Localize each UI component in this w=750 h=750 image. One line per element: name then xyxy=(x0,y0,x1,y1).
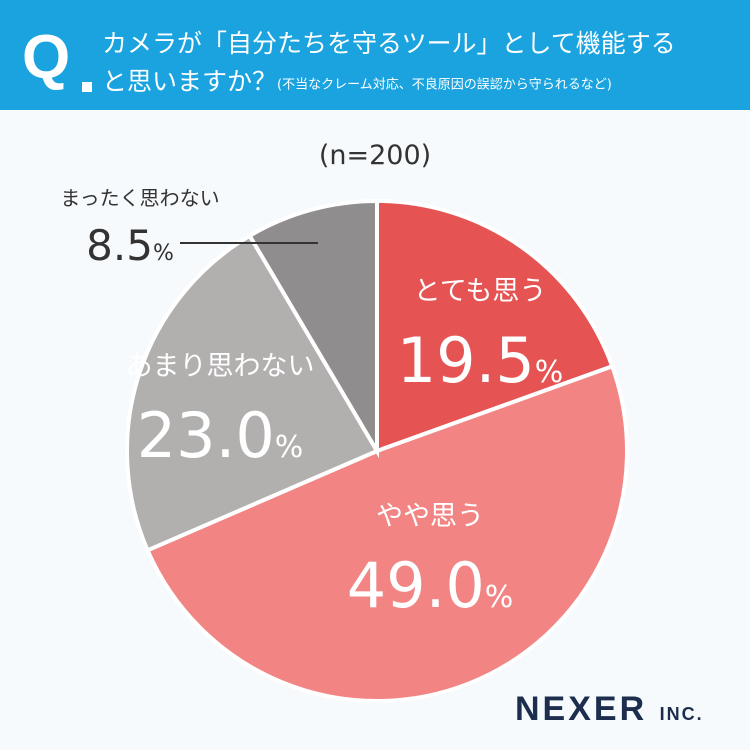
slice-label: とても思う xyxy=(414,276,547,307)
slice-label: やや思う xyxy=(376,501,484,532)
q-dot xyxy=(82,82,92,92)
question-note: (不当なクレーム対応、不良原因の誤認から守られるなど) xyxy=(277,77,612,93)
logo-main: NEXER xyxy=(515,690,648,728)
q-mark: Q xyxy=(22,23,71,92)
question-line1: カメラが「自分たちを守るツール」として機能する xyxy=(102,29,676,58)
slice-label: あまり思わない xyxy=(126,351,315,382)
pie-slice xyxy=(144,363,629,703)
pie-slice xyxy=(247,198,379,459)
question-line2-text: と思いますか？ xyxy=(102,67,278,96)
sample-size: (n=200) xyxy=(318,140,432,171)
nexer-logo: NEXER INC. xyxy=(515,690,704,729)
slice-value: 49.0% xyxy=(347,549,514,622)
logo-sub: INC. xyxy=(659,704,704,724)
slice-label: まったく思わない xyxy=(60,186,219,210)
pie-slice xyxy=(125,233,380,553)
pie-slice xyxy=(375,198,615,454)
slice-value: 8.5% xyxy=(86,221,174,270)
question-line2: と思いますか？(不当なクレーム対応、不良原因の誤認から守られるなど) xyxy=(102,62,612,98)
question-header: Q カメラが「自分たちを守るツール」として機能する と思いますか？(不当なクレー… xyxy=(0,0,750,110)
